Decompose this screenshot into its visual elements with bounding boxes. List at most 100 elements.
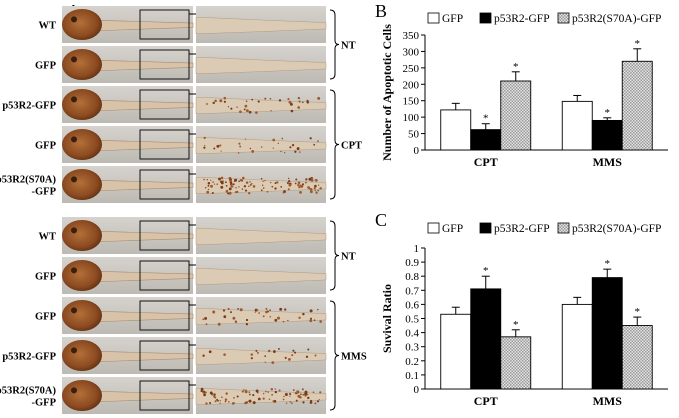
apoptotic-dot: [305, 181, 307, 184]
apoptotic-dot: [288, 183, 292, 187]
apoptotic-dot: [309, 187, 313, 191]
category-label: CPT: [474, 155, 498, 169]
zoom-tail: [195, 16, 327, 35]
apoptotic-dot: [242, 176, 245, 180]
apoptotic-dot: [277, 316, 280, 320]
apoptotic-dot: [302, 393, 305, 396]
apoptotic-dot: [212, 310, 216, 314]
apoptotic-dot: [291, 402, 293, 404]
apoptotic-dot: [271, 393, 274, 396]
apoptotic-dot: [270, 110, 272, 112]
apoptotic-dot: [284, 308, 287, 311]
bar: [440, 313, 472, 390]
apoptotic-dot: [300, 393, 302, 396]
y-tick-label: 0.5: [405, 314, 419, 326]
legend-c: GFP p53R2-GFP p53R2(S70A)-GFP: [427, 222, 661, 235]
zoom-box: [139, 380, 190, 411]
y-tick-label: 1: [414, 243, 420, 255]
zoom-box: [139, 220, 190, 251]
apoptotic-dot: [212, 101, 215, 105]
apoptotic-dot: [319, 391, 322, 394]
apoptotic-dot: [312, 391, 315, 394]
apoptotic-dot: [225, 181, 227, 184]
embryo-yolk: [62, 168, 102, 201]
apoptotic-dot: [298, 316, 301, 320]
apoptotic-dot: [248, 110, 252, 114]
apoptotic-dot: [287, 188, 290, 191]
category-label: MMS: [593, 394, 623, 408]
apoptotic-dot: [213, 183, 216, 185]
apoptotic-dot: [214, 99, 217, 103]
apoptotic-dot: [238, 180, 240, 183]
apoptotic-dot: [289, 401, 291, 403]
apoptotic-dot: [231, 402, 235, 405]
apoptotic-dot: [277, 347, 280, 350]
apoptotic-dot: [216, 398, 219, 401]
apoptotic-dot: [314, 354, 317, 357]
apoptotic-dot: [245, 181, 249, 184]
y-tick-label: 100: [403, 112, 420, 124]
apoptotic-dot: [264, 361, 267, 364]
apoptotic-dot: [297, 181, 301, 184]
apoptotic-dot: [298, 100, 301, 103]
apoptotic-dot: [249, 147, 252, 150]
apoptotic-dot: [248, 391, 250, 393]
apoptotic-dot: [292, 349, 295, 352]
apoptotic-dot: [239, 145, 242, 148]
apoptotic-dot: [297, 96, 301, 100]
legend-swatch: [427, 12, 440, 24]
apoptotic-dot: [220, 185, 224, 189]
significance-mark: *: [483, 113, 489, 125]
apoptotic-dot: [228, 177, 231, 180]
apoptotic-dot: [280, 186, 283, 188]
zoom-box: [139, 260, 190, 291]
apoptotic-dot: [296, 147, 300, 151]
zoom-box: [139, 169, 190, 200]
apoptotic-dot: [203, 146, 206, 149]
apoptotic-dot: [318, 399, 320, 401]
embryo-eye: [71, 267, 77, 274]
apoptotic-dot: [245, 318, 249, 322]
apoptotic-dot: [283, 395, 285, 398]
zoom-tail: [195, 307, 327, 326]
apoptotic-dot: [271, 185, 273, 188]
apoptotic-dot: [255, 111, 258, 114]
embryo-tail: [89, 19, 194, 32]
apoptotic-dot: [314, 179, 318, 182]
apoptotic-dot: [249, 181, 251, 183]
apoptotic-dot: [257, 397, 261, 401]
apoptotic-dot: [309, 137, 312, 140]
apoptotic-dot: [290, 109, 294, 113]
bar: [470, 129, 502, 151]
condition-bracket: [329, 9, 340, 80]
apoptotic-dot: [245, 389, 247, 392]
significance-mark: *: [513, 61, 519, 73]
apoptotic-dot: [299, 151, 301, 153]
y-tick-label: 0.8: [405, 271, 419, 283]
apoptotic-dot: [227, 106, 230, 108]
apoptotic-dot: [208, 350, 212, 354]
category-label: MMS: [593, 155, 623, 169]
apoptotic-dot: [232, 183, 235, 186]
bar: [500, 80, 532, 151]
embryo-yolk: [62, 88, 102, 121]
apoptotic-dot: [269, 98, 272, 100]
apoptotic-dot: [239, 110, 242, 114]
apoptotic-dot: [295, 178, 298, 181]
apoptotic-dot: [241, 188, 244, 190]
row-label: p53R2-GFP: [2, 352, 56, 363]
apoptotic-dot: [206, 190, 210, 194]
apoptotic-dot: [252, 394, 255, 397]
apoptotic-dot: [262, 184, 264, 186]
apoptotic-dot: [288, 100, 292, 104]
apoptotic-dot: [306, 100, 310, 104]
apoptotic-dot: [232, 316, 236, 320]
apoptotic-dot: [222, 309, 226, 312]
condition-label: MMS: [341, 352, 367, 363]
y-axis-label: Suvival Ratio: [380, 284, 394, 353]
apoptotic-dot: [319, 187, 322, 190]
apoptotic-dot: [316, 308, 319, 311]
embryo-yolk: [62, 259, 102, 292]
apoptotic-dot: [243, 108, 246, 111]
apoptotic-dot: [316, 400, 320, 403]
